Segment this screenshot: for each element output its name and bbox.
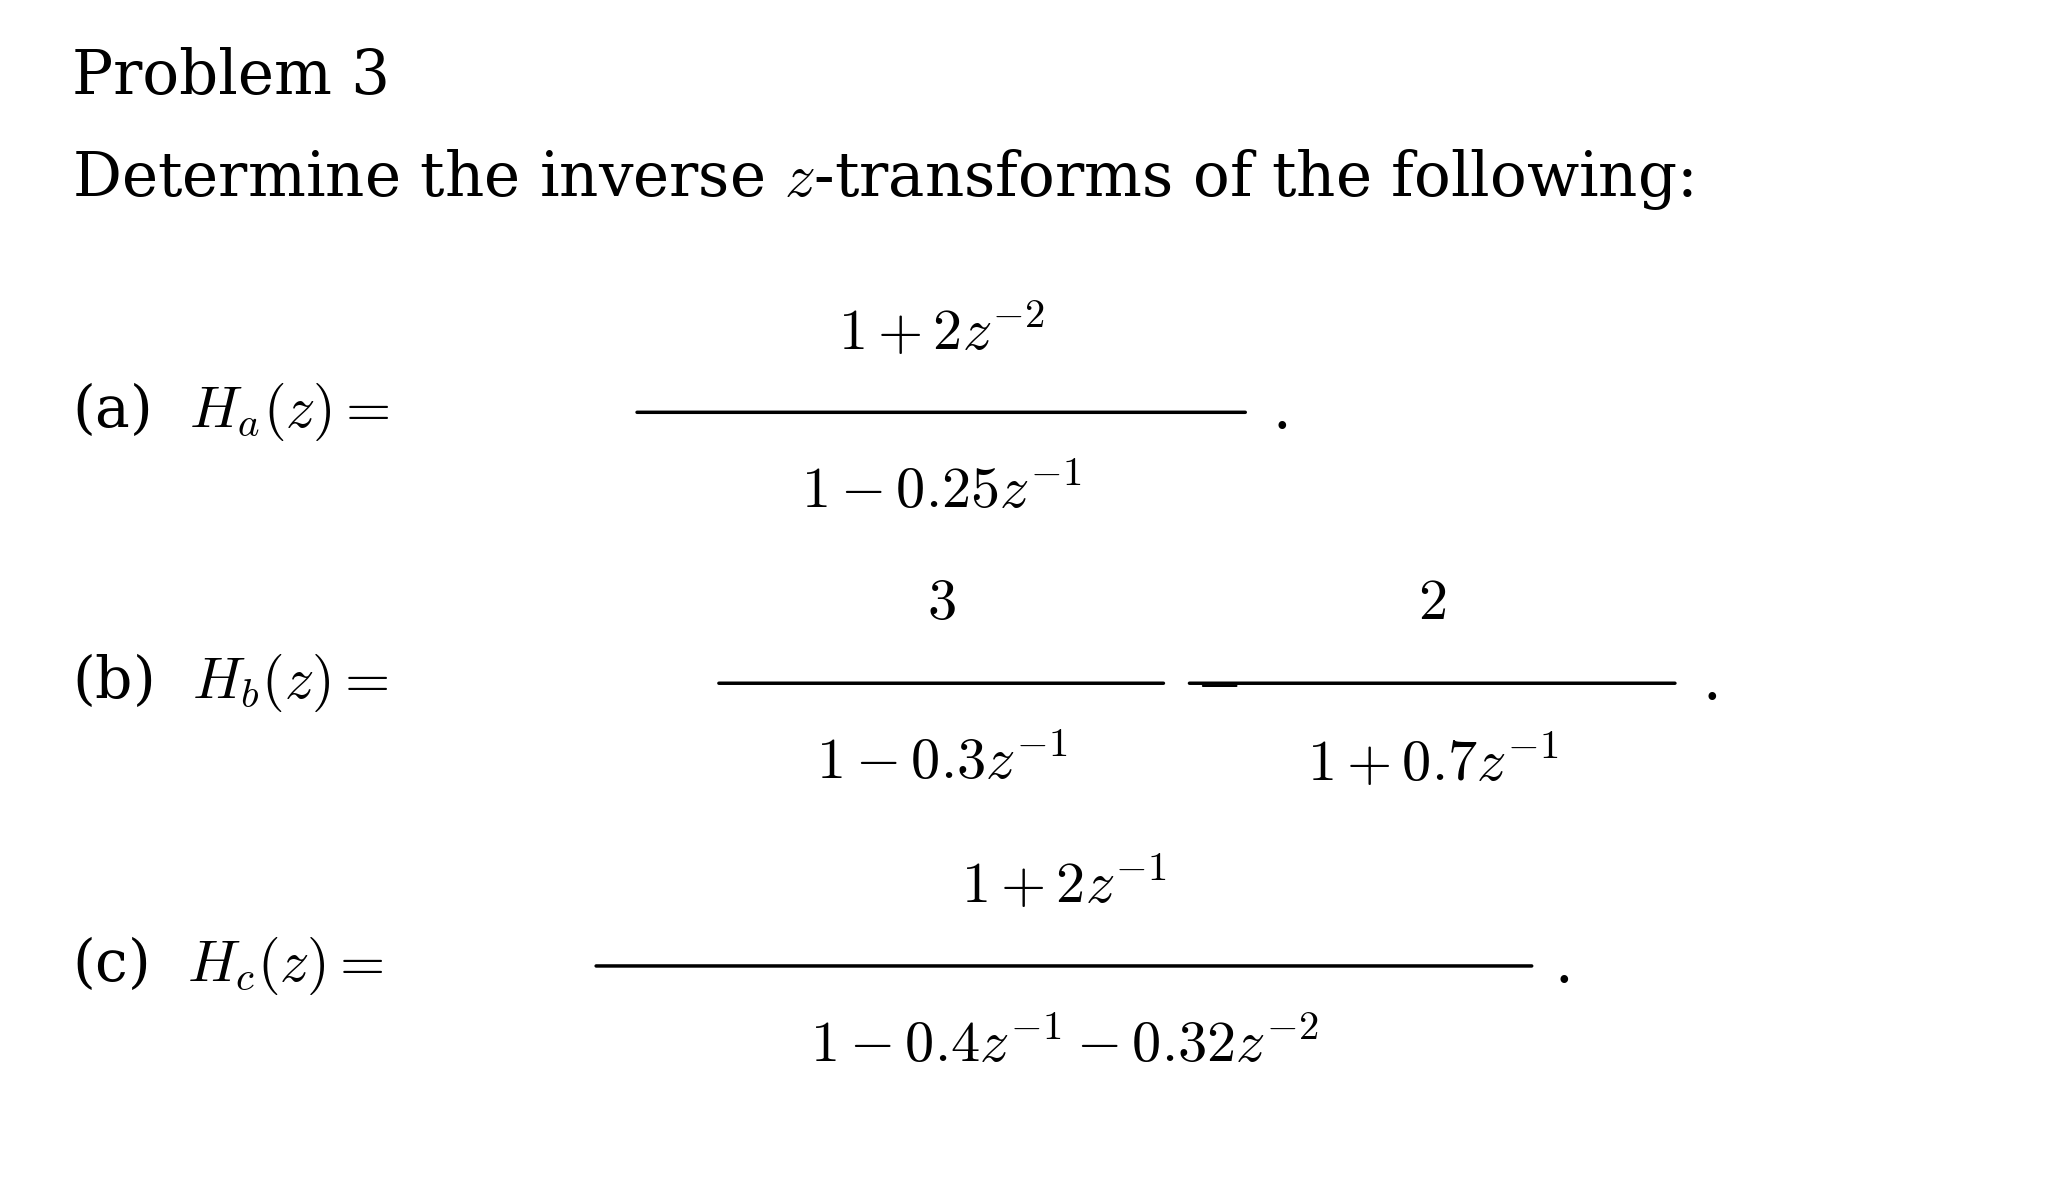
Text: $1 + 2z^{-2}$: $1 + 2z^{-2}$ xyxy=(837,303,1046,362)
Text: (c)  $H_c(z) = $: (c) $H_c(z) = $ xyxy=(72,935,383,997)
Text: Problem 3: Problem 3 xyxy=(72,47,389,107)
Text: Determine the inverse $z$-transforms of the following:: Determine the inverse $z$-transforms of … xyxy=(72,147,1692,212)
Text: (a)  $H_a(z) = $: (a) $H_a(z) = $ xyxy=(72,382,389,443)
Text: $1 + 2z^{-1}$: $1 + 2z^{-1}$ xyxy=(962,856,1166,915)
Text: .: . xyxy=(1555,938,1573,994)
Text: $1 - 0.3z^{-1}$: $1 - 0.3z^{-1}$ xyxy=(816,735,1066,792)
Text: (b)  $H_b(z) = $: (b) $H_b(z) = $ xyxy=(72,653,389,714)
Text: $1 - 0.4z^{-1} - 0.32z^{-2}$: $1 - 0.4z^{-1} - 0.32z^{-2}$ xyxy=(810,1018,1318,1074)
Text: $3$: $3$ xyxy=(927,575,955,631)
Text: $2$: $2$ xyxy=(1418,575,1447,631)
Text: $-$: $-$ xyxy=(1197,655,1238,712)
Text: $1 - 0.25z^{-1}$: $1 - 0.25z^{-1}$ xyxy=(800,464,1082,521)
Text: .: . xyxy=(1273,384,1291,441)
Text: $1 + 0.7z^{-1}$: $1 + 0.7z^{-1}$ xyxy=(1307,734,1557,793)
Text: .: . xyxy=(1702,655,1721,712)
